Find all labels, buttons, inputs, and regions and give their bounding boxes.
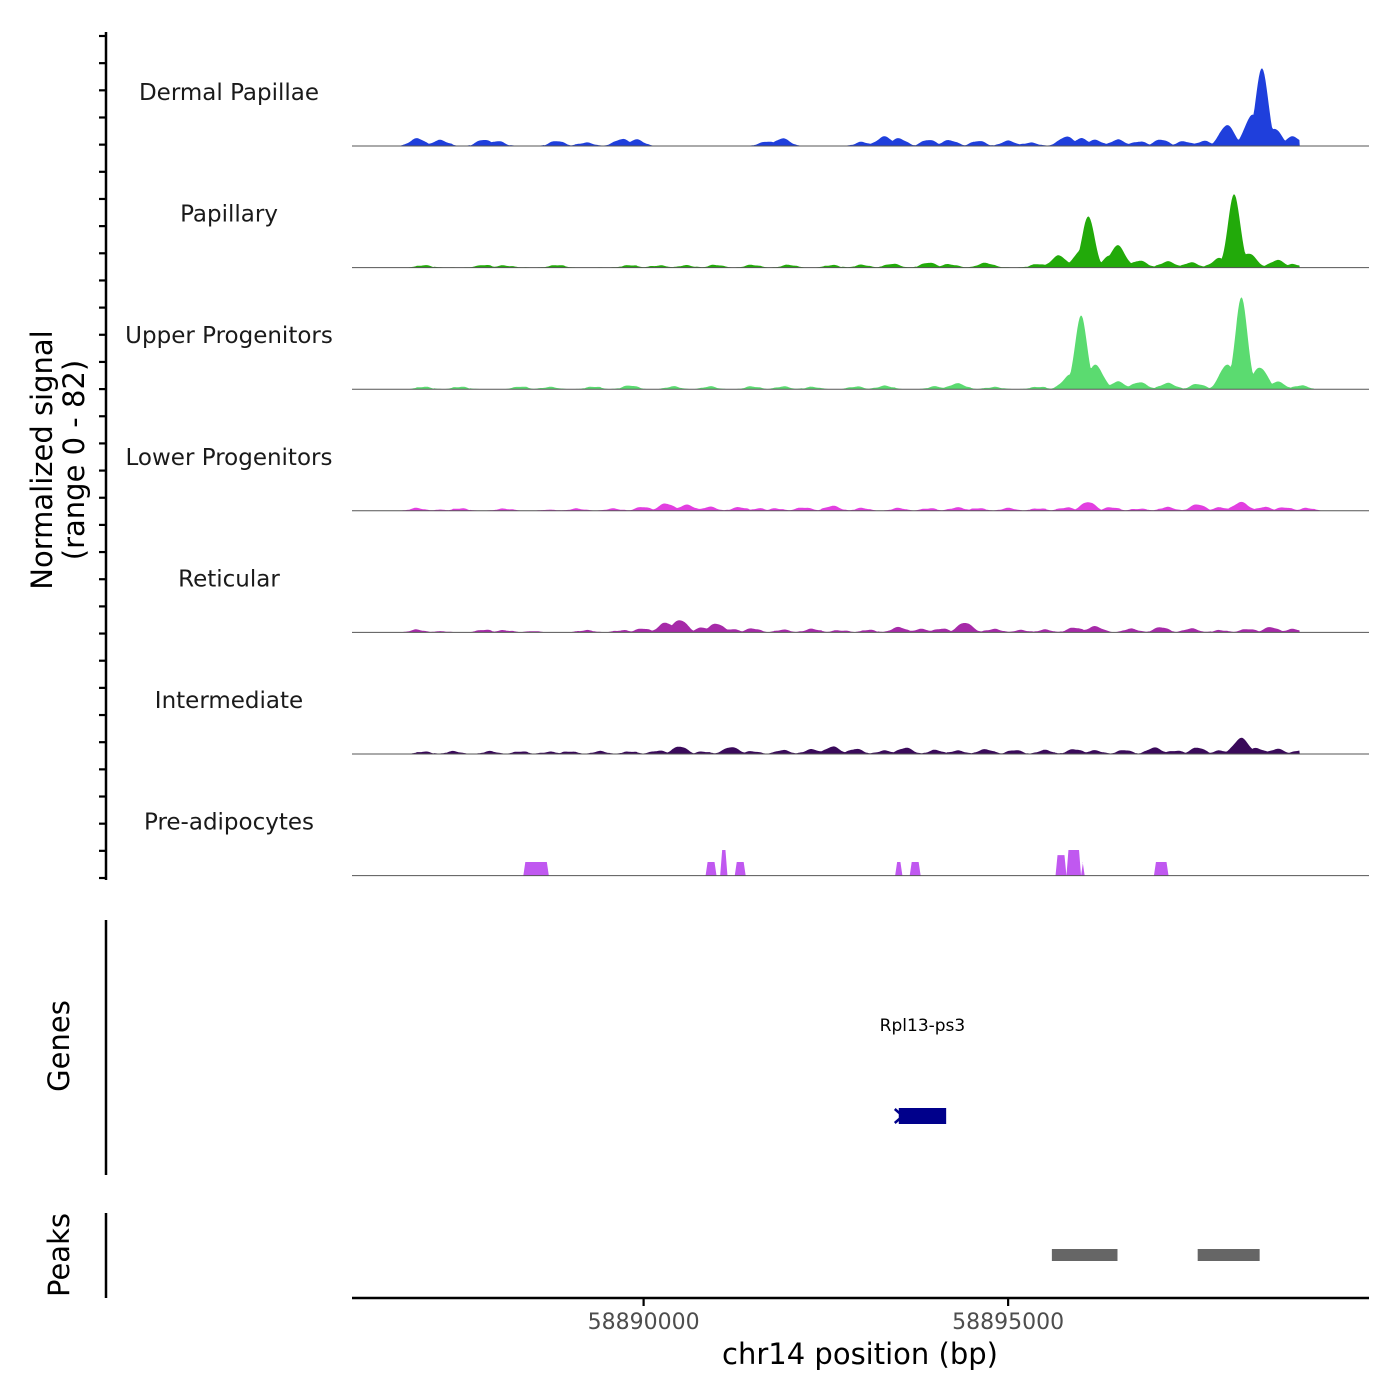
peak-track <box>1051 1249 1260 1261</box>
track-label: Reticular <box>178 566 280 592</box>
x-axis-ticks: 58890000 58895000 <box>588 1298 1064 1335</box>
y-axis-title: Normalized signal (range 0 - 82) <box>25 330 91 589</box>
peak-region <box>1197 1249 1260 1261</box>
track-label: Upper Progenitors <box>125 323 333 349</box>
track-label: Pre-adipocytes <box>144 810 314 836</box>
signal-tracks: Dermal Papillae Papillary Upper Progenitor… <box>125 68 1369 877</box>
track-label: Intermediate <box>155 688 303 714</box>
signal-area <box>399 297 1315 390</box>
track-lower-progenitors: Lower Progenitors <box>126 445 1369 512</box>
x-tick-label: 58895000 <box>952 1310 1064 1335</box>
y-axis-title-line1: Normalized signal <box>25 330 59 589</box>
gene-track: Rpl13-ps3 <box>880 1016 966 1124</box>
gene-body <box>898 1108 947 1124</box>
x-axis-title: chr14 position (bp) <box>722 1337 998 1371</box>
track-upper-progenitors: Upper Progenitors <box>125 297 1369 390</box>
signal-area <box>399 737 1300 754</box>
genes-axis-title: Genes <box>42 1000 76 1092</box>
track-label: Dermal Papillae <box>139 80 319 106</box>
signal-area <box>399 501 1329 511</box>
track-papillary: Papillary <box>180 194 1369 269</box>
gene-strand-arrow <box>893 1108 905 1124</box>
y-axis-title-line2: (range 0 - 82) <box>57 360 91 560</box>
gene-label: Rpl13-ps3 <box>880 1016 966 1036</box>
track-reticular: Reticular <box>178 566 1369 633</box>
signal-area <box>399 620 1300 633</box>
track-label: Papillary <box>180 202 278 228</box>
peaks-axis-title: Peaks <box>42 1213 76 1297</box>
x-tick-label: 58890000 <box>588 1310 700 1335</box>
signal-area <box>523 849 1169 876</box>
signal-y-axis-ticks <box>99 34 106 880</box>
track-dermal-papillae: Dermal Papillae <box>139 68 1369 147</box>
signal-area <box>399 194 1300 268</box>
track-label: Lower Progenitors <box>126 445 333 471</box>
signal-area <box>399 68 1300 146</box>
peak-region <box>1051 1249 1118 1261</box>
track-intermediate: Intermediate <box>155 688 1369 755</box>
track-pre-adipocytes: Pre-adipocytes <box>144 810 1369 877</box>
